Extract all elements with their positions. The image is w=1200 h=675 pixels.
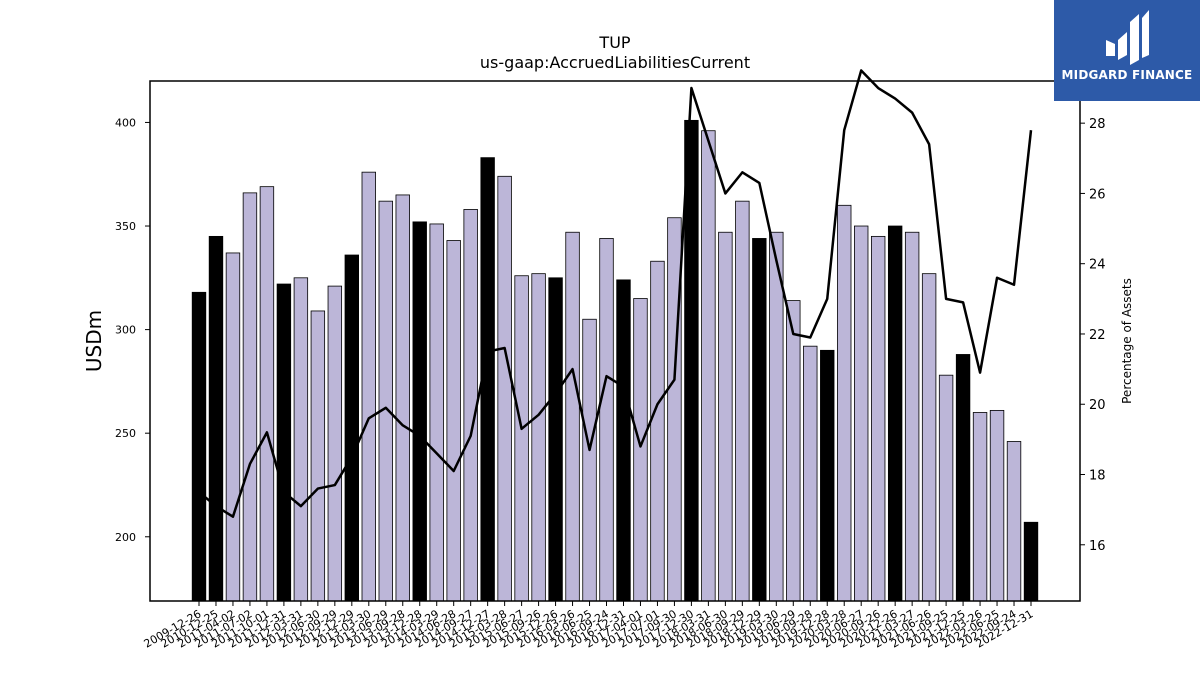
bar [803, 345, 818, 602]
bar [870, 235, 886, 602]
bar [616, 279, 631, 602]
bar [191, 291, 207, 602]
bar [531, 273, 546, 602]
bar [837, 204, 852, 602]
bar [378, 200, 393, 602]
bar [786, 300, 801, 602]
y2-tick-label: 28 [1089, 117, 1106, 132]
bar [208, 235, 224, 602]
y2-tick-label: 24 [1089, 258, 1106, 273]
bar [684, 119, 699, 602]
bar [327, 285, 343, 602]
bar [429, 223, 444, 602]
bar [514, 275, 529, 602]
brand-logo: MIDGARD FINANCE [1054, 0, 1200, 101]
y2-tick-label: 18 [1089, 469, 1106, 484]
bar [242, 192, 258, 602]
bar [887, 225, 903, 602]
bar [938, 374, 954, 602]
y2-tick-label: 20 [1089, 398, 1106, 413]
bar [650, 260, 665, 602]
bar [548, 277, 563, 602]
plot-frame [149, 80, 1081, 602]
bar [361, 171, 376, 602]
x-axis: 2009-12-262010-12-252011-04-022011-07-02… [142, 601, 1036, 651]
bar [565, 231, 580, 602]
bar [752, 238, 767, 602]
bar [921, 273, 937, 602]
bar [276, 283, 292, 602]
bar [955, 354, 971, 602]
y-tick-label: 200 [115, 531, 136, 544]
bar [463, 209, 478, 602]
y-axis-left: 200 250 300 350 400 [115, 116, 150, 544]
bar [904, 231, 920, 602]
y2-tick-label: 26 [1089, 187, 1106, 202]
bar [854, 225, 869, 602]
chart-subtitle: us-gaap:AccruedLiabilitiesCurrent [480, 53, 750, 72]
series-line [198, 69, 1033, 518]
bar [667, 217, 682, 602]
logo-mark-icon [1106, 10, 1149, 65]
bar [701, 130, 716, 602]
y2-axis-label: Percentage of Assets [1120, 278, 1134, 404]
chart-title: TUP [598, 33, 630, 52]
bar [582, 318, 597, 602]
bar [446, 240, 461, 602]
bar [735, 200, 750, 602]
bar [1023, 521, 1039, 602]
y-tick-label: 350 [115, 220, 136, 233]
bar [225, 252, 241, 602]
bar [599, 238, 614, 602]
percentage-line [198, 69, 1033, 518]
brand-name: MIDGARD FINANCE [1061, 68, 1193, 82]
bar [412, 221, 427, 602]
y2-tick-label: 22 [1089, 328, 1106, 343]
bar [497, 175, 512, 602]
bars [191, 119, 1039, 602]
y-tick-label: 300 [115, 324, 136, 337]
y-axis-label: USDm [82, 310, 106, 372]
bar [972, 412, 988, 602]
bar [633, 298, 648, 602]
bar [344, 254, 359, 602]
bar [989, 409, 1005, 602]
y-tick-label: 400 [115, 116, 136, 129]
bar [1006, 441, 1022, 602]
bar [820, 349, 835, 602]
y-axis-right: 16 18 20 22 24 26 28 [1080, 117, 1106, 554]
bar [310, 310, 326, 602]
bar [259, 186, 275, 602]
y-tick-label: 250 [115, 427, 136, 440]
bar [718, 231, 733, 602]
y2-tick-label: 16 [1089, 539, 1106, 554]
bar [395, 194, 410, 602]
bar [293, 277, 309, 602]
bar [769, 231, 784, 602]
